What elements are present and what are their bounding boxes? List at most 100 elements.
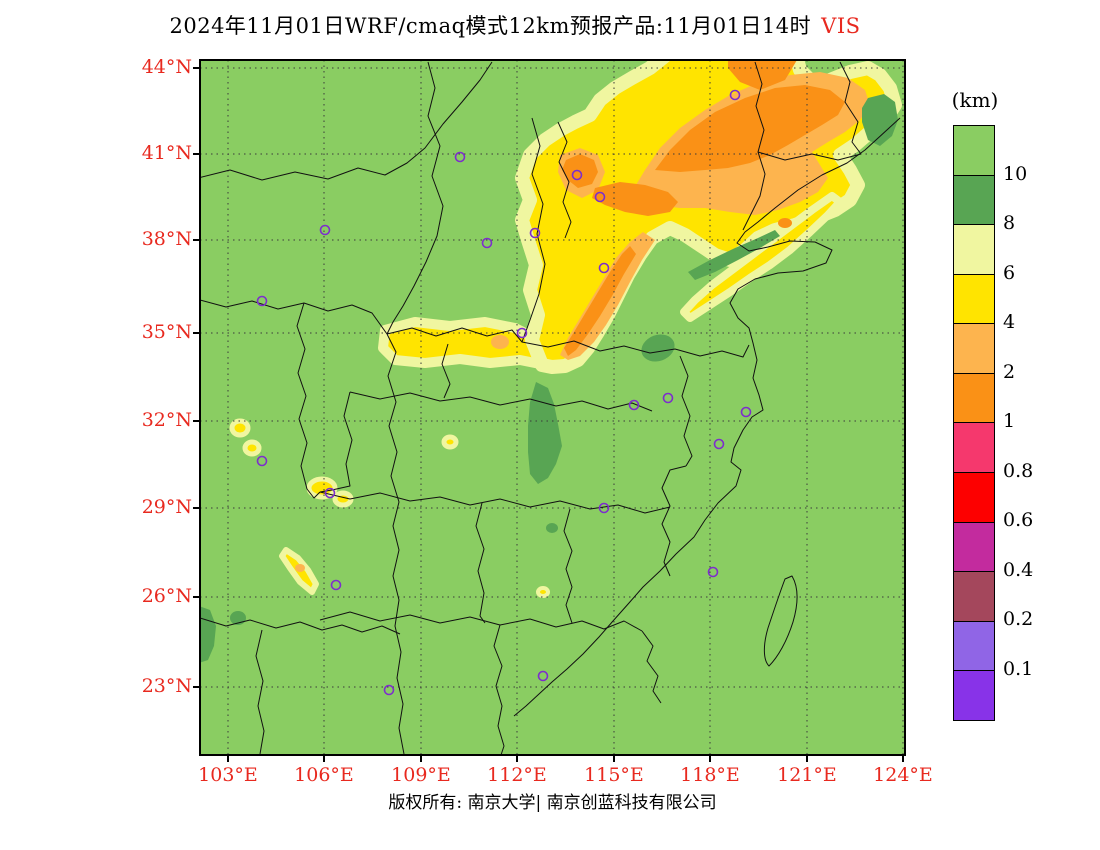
vis-patch bbox=[306, 476, 338, 500]
province-border bbox=[661, 465, 687, 577]
colorbar-label: 0.6 bbox=[1003, 509, 1034, 531]
lon-label: 109°E bbox=[391, 764, 451, 786]
province-border bbox=[475, 502, 486, 624]
map-frame bbox=[199, 59, 906, 756]
city-marker bbox=[740, 406, 752, 418]
province-border bbox=[319, 491, 671, 514]
province-border bbox=[386, 333, 405, 755]
colorbar-swatch bbox=[954, 175, 994, 226]
city-marker bbox=[529, 227, 541, 239]
city-marker bbox=[454, 151, 466, 163]
lat-label: 26°N bbox=[141, 585, 192, 607]
axis-ticks bbox=[193, 67, 904, 762]
colorbar-swatch bbox=[954, 621, 994, 672]
province-border bbox=[563, 508, 573, 624]
city-marker bbox=[598, 262, 610, 274]
vis-8-10km-patch bbox=[200, 606, 216, 663]
colorbar-label: 0.8 bbox=[1003, 459, 1034, 482]
city-marker bbox=[598, 502, 610, 514]
city-marker bbox=[571, 169, 583, 181]
colorbar-swatch bbox=[954, 126, 994, 176]
city-marker bbox=[256, 295, 268, 307]
lat-label: 32°N bbox=[141, 409, 192, 431]
colorbar-swatch bbox=[954, 373, 994, 424]
city-markers bbox=[256, 89, 752, 696]
copyright-text: 版权所有: 南京大学| 南京创蓝科技有限公司 bbox=[388, 793, 717, 813]
lat-label: 44°N bbox=[141, 56, 192, 78]
city-marker bbox=[383, 684, 395, 696]
title-variable: VIS bbox=[821, 14, 861, 38]
vis-1-2km-streak bbox=[564, 246, 636, 356]
city-marker bbox=[324, 487, 336, 499]
colorbar-label: 4 bbox=[1003, 311, 1016, 333]
vis-8-10km-patch bbox=[641, 334, 675, 362]
page-title: 2024年11月01日WRF/cmaq模式12km预报产品:11月01日14时 V… bbox=[0, 10, 1030, 40]
vis-8-10km-patch bbox=[862, 94, 898, 146]
province-border bbox=[349, 391, 653, 412]
colorbar-label: 10 bbox=[1003, 162, 1028, 185]
title-text: 2024年11月01日WRF/cmaq模式12km预报产品:11月01日14时 bbox=[169, 14, 812, 38]
city-marker bbox=[256, 455, 268, 467]
lon-label: 118°E bbox=[680, 764, 740, 786]
colorbar-swatch bbox=[954, 522, 994, 573]
vis-patch bbox=[441, 434, 459, 450]
colorbar-label: 2 bbox=[1003, 360, 1016, 383]
city-marker bbox=[662, 392, 674, 404]
city-marker bbox=[628, 399, 640, 411]
province-border bbox=[839, 61, 862, 155]
province-border bbox=[493, 624, 505, 755]
vis-8-10km-patch bbox=[688, 230, 780, 280]
province-borders bbox=[200, 61, 901, 755]
vis-1-2km-east bbox=[592, 182, 678, 216]
lat-label: 23°N bbox=[141, 675, 192, 697]
colorbar-swatch bbox=[954, 423, 994, 474]
province-border bbox=[386, 61, 444, 335]
province-border bbox=[441, 343, 451, 399]
lon-label: 103°E bbox=[198, 764, 258, 786]
colorbar-label: 0.2 bbox=[1003, 608, 1034, 630]
province-border bbox=[757, 151, 862, 161]
province-border bbox=[521, 117, 546, 343]
vis-1-2km-spot bbox=[778, 218, 792, 228]
city-marker bbox=[319, 224, 331, 236]
coastline bbox=[513, 117, 901, 717]
colorbar-label: 8 bbox=[1003, 212, 1016, 234]
lon-label: 124°E bbox=[873, 764, 933, 786]
province-border bbox=[255, 629, 265, 755]
vis-band-shandong-streak bbox=[680, 192, 844, 322]
colorbar-swatch bbox=[954, 274, 994, 325]
city-marker bbox=[516, 327, 528, 339]
lon-label: 112°E bbox=[487, 764, 547, 786]
colorbar bbox=[953, 125, 995, 721]
province-border bbox=[200, 617, 401, 635]
lat-label: 38°N bbox=[141, 228, 192, 250]
forecast-map bbox=[193, 59, 906, 762]
city-marker bbox=[713, 438, 725, 450]
grid-lines bbox=[200, 60, 905, 755]
lon-label: 121°E bbox=[777, 764, 837, 786]
lat-label: 35°N bbox=[141, 321, 192, 343]
vis-patch bbox=[229, 418, 251, 438]
colorbar-label: 0.4 bbox=[1003, 558, 1034, 581]
province-border bbox=[200, 61, 493, 181]
colorbar-label: 6 bbox=[1003, 261, 1016, 284]
city-marker bbox=[594, 191, 606, 203]
colorbar-swatch bbox=[954, 671, 994, 720]
city-marker bbox=[481, 237, 493, 249]
vis-8-10km-patch bbox=[528, 382, 562, 484]
city-marker bbox=[330, 579, 342, 591]
city-marker bbox=[537, 670, 549, 682]
lat-label: 41°N bbox=[141, 142, 192, 164]
vis-8-10km-patch bbox=[546, 523, 558, 533]
province-border bbox=[296, 302, 321, 499]
colorbar-swatch bbox=[954, 572, 994, 622]
lon-label: 115°E bbox=[584, 764, 644, 786]
province-border bbox=[319, 391, 353, 493]
vis-2-4km-spot bbox=[491, 335, 509, 349]
colorbar-swatch bbox=[954, 473, 994, 523]
city-marker bbox=[707, 566, 719, 578]
colorbar-swatch bbox=[954, 324, 994, 374]
vis-patch bbox=[242, 439, 262, 457]
vis-patch bbox=[536, 586, 550, 598]
province-border bbox=[386, 327, 750, 358]
